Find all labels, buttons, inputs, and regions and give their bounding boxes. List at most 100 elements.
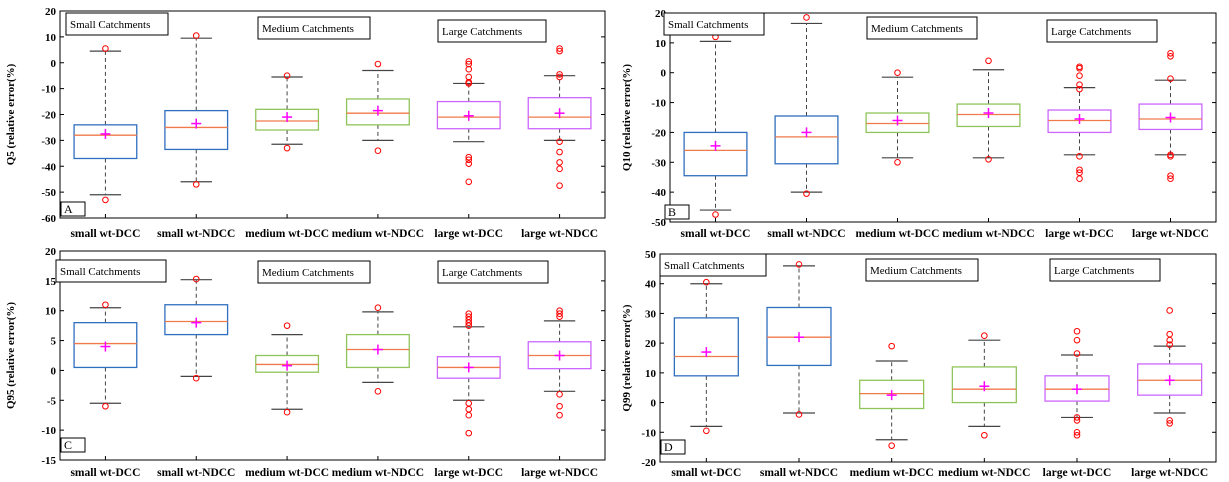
y-tick-label: 10 [655,38,667,50]
panel-letter: C [64,438,72,452]
box-large-wt-NDCC [1137,307,1203,427]
y-tick-label: -40 [651,187,666,199]
outlier-point [556,47,563,55]
outlier-point [985,156,992,163]
box-medium-wt-DCC [255,72,320,152]
panel-B: -50 -40 -30 -20 -10 0 10 20 Q10 (relative error(… [621,8,1217,240]
box-small-wt-DCC [673,278,739,435]
outlier-point [556,148,563,156]
iqr-box [345,333,410,369]
x-tick-label: large wt-DCC [1043,467,1112,479]
group-label-box [1046,19,1158,43]
box-medium-wt-NDCC [345,60,410,155]
outlier-point [556,411,563,419]
box-large-wt-NDCC [1138,50,1203,183]
iqr-box [865,112,930,134]
outlier-point [1076,85,1083,93]
outlier-point [803,14,810,21]
box-large-wt-DCC [436,310,501,437]
outlier-point [556,73,563,81]
x-tick-label: medium wt-DCC [245,467,329,479]
panel-letter-box [60,437,86,453]
outlier-point [465,319,473,326]
x-tick-label: large wt-DCC [1045,228,1114,240]
x-tick-label: medium wt-DCC [245,228,329,240]
outlier-point [1167,75,1174,82]
plot-area-frame [669,12,1217,223]
outlier-point [102,301,109,309]
group-label: Small Catchments [664,260,744,272]
panel-D: -20 -10 0 10 20 30 40 50 Q99 (relative error(%) s… [621,249,1217,479]
outlier-point [1076,175,1083,183]
outlier-point [192,374,200,382]
iqr-box [1137,363,1203,396]
x-tick-label: large wt-DCC [434,228,503,240]
y-axis-label: Q99 (relative error(%) [621,304,633,411]
outlier-point [1076,64,1083,72]
outlier-point [1167,50,1174,57]
y-tick-label: 20 [45,246,57,258]
panel-letter: B [668,205,676,219]
x-tick-label: small wt-NDCC [767,228,845,240]
outlier-point [985,57,992,65]
box-large-wt-DCC [1044,327,1110,439]
outlier-point [465,156,473,164]
x-tick-label: large wt-NDCC [521,228,598,240]
outlier-point [1166,417,1173,424]
x-tick-label: medium wt-NDCC [332,467,424,479]
outlier-point [374,147,382,155]
outlier-point [465,65,473,73]
panel-letter-box [664,204,690,220]
plot-area-frame [659,253,1217,463]
y-tick-label: -40 [41,161,56,173]
x-tick-label: small wt-DCC [671,467,741,479]
box-small-wt-DCC [683,33,748,218]
group-label-box [437,19,547,43]
iqr-box [164,304,229,336]
x-tick-label: large wt-NDCC [521,467,598,479]
outlier-point [465,153,473,161]
iqr-box [774,115,839,165]
y-tick-label: -50 [651,217,666,229]
box-medium-wt-NDCC [951,332,1017,439]
x-tick-label: small wt-DCC [681,228,751,240]
outlier-point [1073,417,1081,424]
panel-letter-box [660,439,686,455]
outlier-point [374,304,382,312]
outlier-point [283,144,291,152]
x-tick-label: medium wt-NDCC [942,228,1034,240]
group-label-box [866,16,978,40]
box-medium-wt-NDCC [345,304,410,395]
y-tick-label: -30 [41,135,56,147]
x-tick-label: small wt-DCC [70,467,140,479]
outlier-point [1167,153,1174,160]
iqr-box [73,322,138,369]
x-tick-label: large wt-DCC [434,467,503,479]
y-tick-label: 20 [645,338,657,350]
group-label-box [257,260,371,284]
iqr-box [1138,103,1203,131]
box-medium-wt-DCC [865,69,930,166]
iqr-box [1047,109,1112,134]
iqr-box [527,97,592,130]
y-tick-label: 30 [645,308,657,320]
outlier-point [374,388,382,395]
group-label-box [865,258,979,282]
outlier-point [102,196,109,204]
outlier-point [556,391,563,398]
outlier-point [465,178,473,186]
x-tick-label: medium wt-DCC [855,228,939,240]
box-small-wt-NDCC [164,32,229,188]
y-tick-label: -15 [41,455,56,467]
box-small-wt-NDCC [164,275,229,382]
group-label: Small Catchments [60,266,140,278]
outlier-point [102,402,109,410]
outlier-point [556,402,563,410]
outlier-point [1073,428,1081,436]
group-label-box [659,253,767,277]
outlier-point [1167,172,1174,180]
iqr-box [164,109,229,151]
x-tick-label: small wt-NDCC [157,228,235,240]
iqr-box [956,103,1021,128]
x-tick-label: medium wt-NDCC [938,467,1030,479]
